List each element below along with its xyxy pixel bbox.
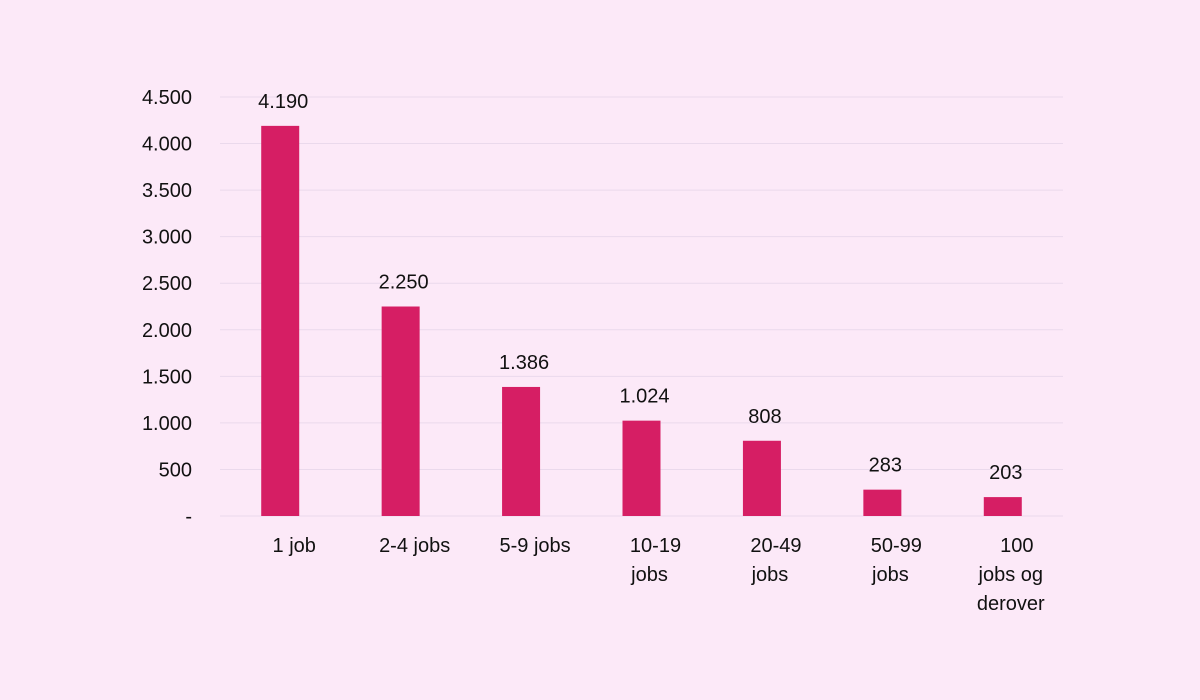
x-tick-label: 20-49 [750, 535, 801, 557]
data-label: 808 [748, 406, 781, 428]
gridlines [220, 96, 1063, 517]
y-tick-label: 4.000 [142, 134, 192, 156]
y-tick-label: 500 [159, 459, 192, 481]
x-tick-label: jobs [871, 564, 909, 586]
x-tick-label: 5-9 jobs [499, 535, 570, 557]
y-tick-label: 2.000 [142, 320, 192, 342]
x-tick-label: 1 job [273, 535, 316, 557]
y-tick-label: 1.500 [142, 366, 192, 388]
y-tick-label: 3.000 [142, 227, 192, 249]
x-tick-label: 10-19 [630, 535, 681, 557]
x-tick-label: 100 [1000, 535, 1033, 557]
x-tick-label: jobs og [978, 564, 1044, 586]
bar [983, 497, 1022, 516]
x-tick-label: 50-99 [871, 535, 922, 557]
x-tick-label: derover [977, 593, 1045, 615]
x-tick-label: 2-4 jobs [379, 535, 450, 557]
y-tick-label: 2.500 [142, 273, 192, 295]
data-label: 1.024 [619, 386, 669, 408]
data-label: 203 [989, 462, 1022, 484]
bar [622, 420, 661, 516]
bar [742, 440, 781, 516]
x-axis-labels: 1 job 2-4 jobs 5-9 jobs 10-19 jobs 20-49 jobs 5… [273, 535, 1046, 615]
data-label: 2.250 [379, 272, 429, 294]
bars [261, 125, 1022, 516]
y-tick-label: 3.500 [142, 180, 192, 202]
x-tick-label: jobs [630, 564, 668, 586]
x-tick-label: jobs [751, 564, 789, 586]
data-label: 283 [869, 455, 902, 477]
y-tick-label: 4.500 [142, 87, 192, 109]
y-tick-label: - [185, 506, 192, 528]
bar [261, 125, 300, 516]
y-tick-label: 1.000 [142, 413, 192, 435]
data-label: 4.190 [258, 91, 308, 113]
bar [502, 386, 541, 516]
bar [863, 489, 902, 516]
data-labels: 4.190 2.250 1.386 1.024 808 283 203 [258, 91, 1022, 484]
bar [381, 306, 420, 516]
data-label: 1.386 [499, 352, 549, 374]
y-axis-ticks: - 500 1.000 1.500 2.000 2.500 3.000 3.500 4.000 4… [142, 87, 192, 528]
